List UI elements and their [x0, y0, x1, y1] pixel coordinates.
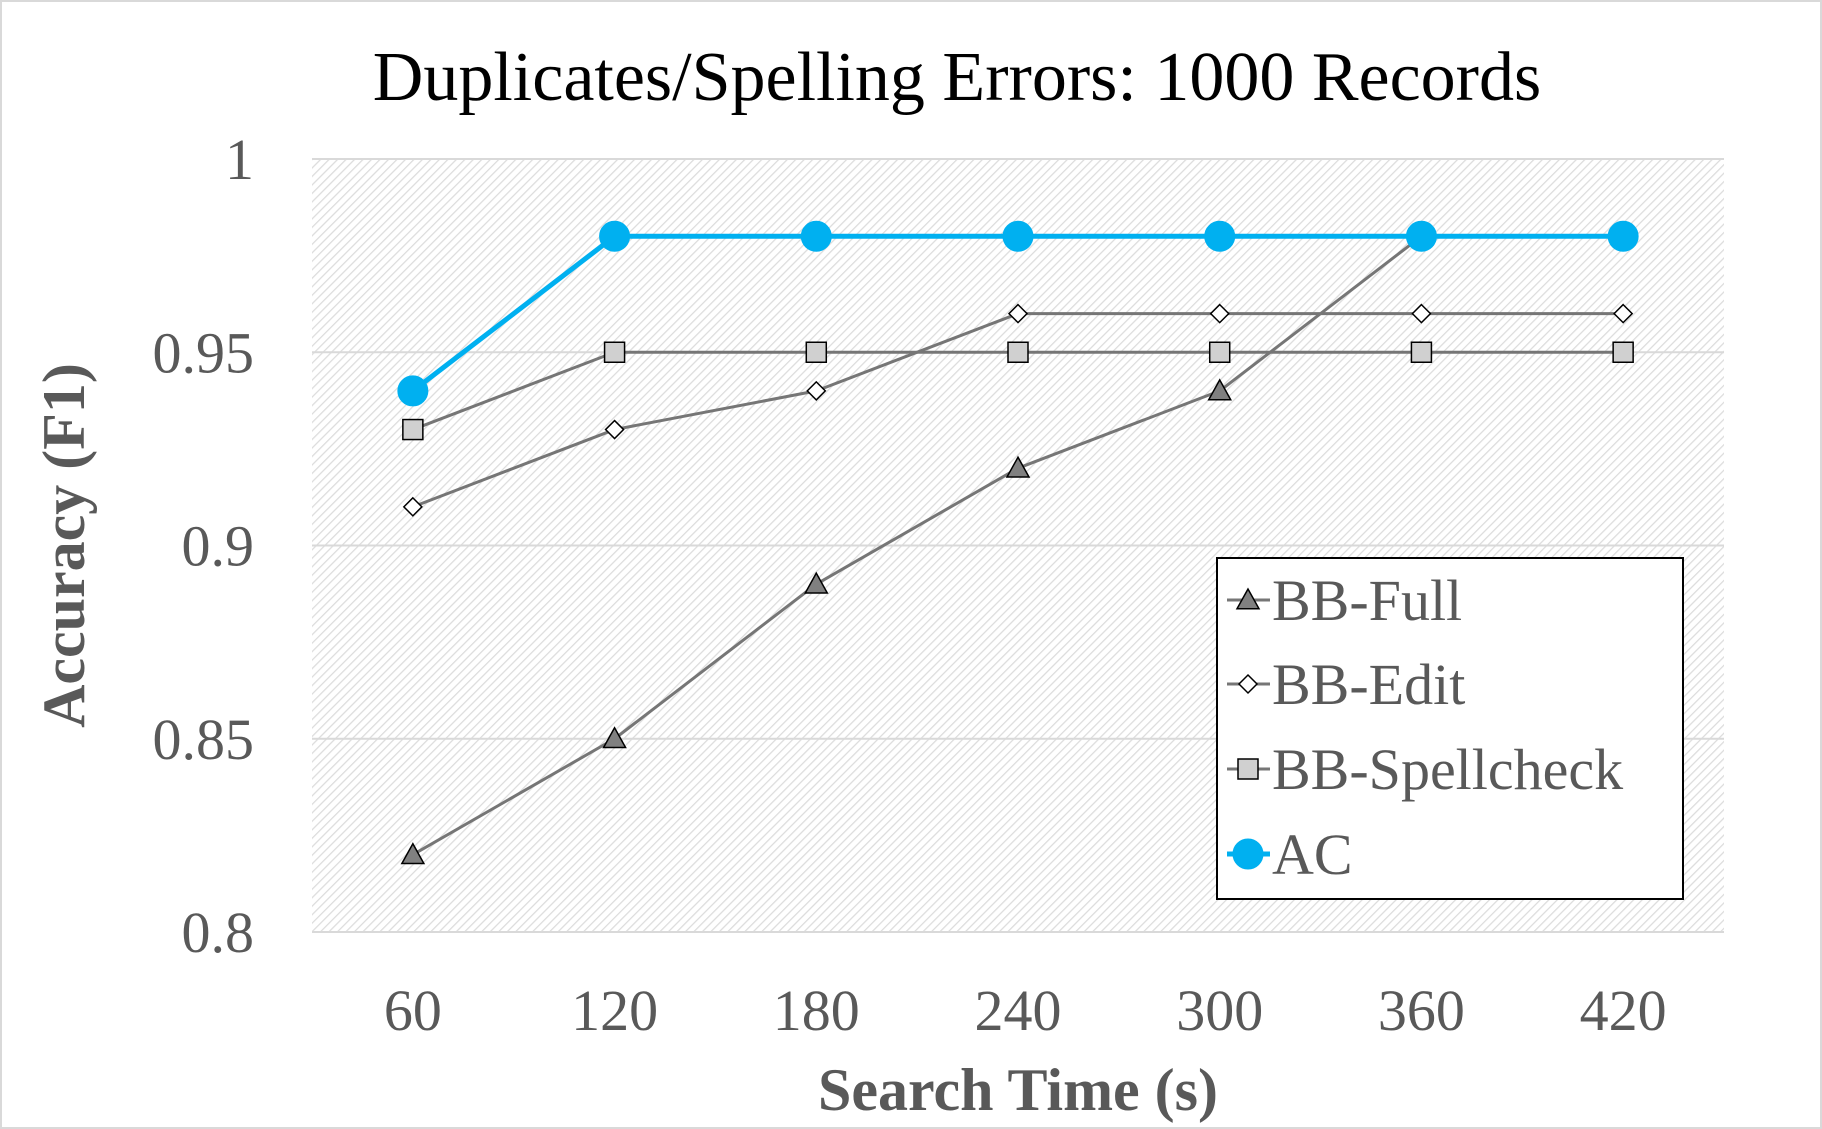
y-axis-ticks: 0.8 0.85 0.9 0.95 1: [153, 127, 255, 965]
data-point-bb-full: [602, 726, 627, 749]
data-point-bb-edit: [1007, 303, 1029, 324]
data-point-ac: [599, 220, 631, 252]
series-layer: [397, 220, 1639, 865]
chart-title: Duplicates/Spelling Errors: 1000 Records: [373, 39, 1541, 116]
data-point-bb-spellcheck: [1410, 341, 1433, 363]
x-tick-label: 240: [975, 978, 1062, 1043]
y-tick-label: 1: [225, 127, 254, 192]
data-point-bb-edit: [806, 380, 827, 401]
data-point-bb-full: [400, 842, 426, 865]
data-point-bb-edit: [604, 419, 625, 440]
data-point-ac: [1204, 220, 1236, 252]
x-tick-label: 300: [1176, 978, 1263, 1043]
data-point-bb-edit: [1411, 303, 1432, 324]
y-tick-label: 0.95: [153, 320, 255, 385]
data-point-ac: [800, 220, 832, 252]
data-point-bb-spellcheck: [1007, 341, 1029, 363]
data-point-bb-edit: [402, 496, 423, 517]
legend-items: BB-Full BB-Edit BB-Spellcheck AC: [1227, 568, 1623, 887]
legend-marker: [1235, 587, 1261, 610]
y-tick-label: 0.9: [182, 514, 255, 579]
y-axis-title: Accuracy (F1): [31, 363, 97, 728]
y-tick-label: 0.85: [153, 707, 255, 772]
data-point-bb-edit: [1613, 303, 1634, 324]
legend-marker: [1232, 838, 1264, 870]
y-tick-label: 0.8: [182, 900, 255, 965]
x-tick-label: 420: [1580, 978, 1667, 1043]
legend-marker: [1237, 758, 1259, 780]
series-ac: [397, 220, 1639, 407]
legend-marker: [1237, 673, 1259, 695]
data-point-bb-spellcheck: [402, 418, 424, 441]
legend-item-bb-spellcheck: BB-Spellcheck: [1227, 737, 1623, 802]
data-point-bb-spellcheck: [1208, 341, 1231, 363]
legend-label: BB-Edit: [1272, 652, 1465, 717]
data-point-bb-spellcheck: [603, 341, 626, 363]
data-point-bb-spellcheck: [805, 341, 828, 363]
data-point-bb-spellcheck: [1612, 341, 1634, 363]
x-axis-title: Search Time (s): [818, 1057, 1218, 1123]
legend-label: BB-Full: [1272, 568, 1462, 633]
data-point-bb-full: [1207, 378, 1232, 401]
legend-box: [1216, 557, 1684, 900]
data-point-bb-full: [804, 571, 829, 594]
legend: BB-Full BB-Edit BB-Spellcheck AC: [1216, 557, 1684, 900]
data-point-bb-full: [1005, 455, 1031, 478]
legend-label: BB-Spellcheck: [1272, 737, 1623, 802]
legend-item-ac: AC: [1227, 822, 1353, 887]
data-point-bb-edit: [1209, 303, 1230, 324]
legend-label: AC: [1272, 822, 1353, 887]
data-point-ac: [397, 375, 429, 407]
series-bb-spellcheck: [402, 341, 1634, 441]
data-point-ac: [1002, 220, 1034, 252]
data-point-ac: [1405, 220, 1437, 252]
series-bb-edit: [402, 303, 1634, 517]
legend-item-bb-full: BB-Full: [1227, 568, 1462, 633]
x-tick-label: 120: [571, 978, 658, 1043]
x-tick-label: 180: [773, 978, 860, 1043]
x-tick-label: 360: [1378, 978, 1465, 1043]
x-tick-label: 60: [384, 978, 442, 1043]
x-axis-ticks: 60 120 180 240 300 360 420: [384, 978, 1667, 1043]
legend-item-bb-edit: BB-Edit: [1227, 652, 1465, 717]
data-point-ac: [1607, 220, 1639, 252]
